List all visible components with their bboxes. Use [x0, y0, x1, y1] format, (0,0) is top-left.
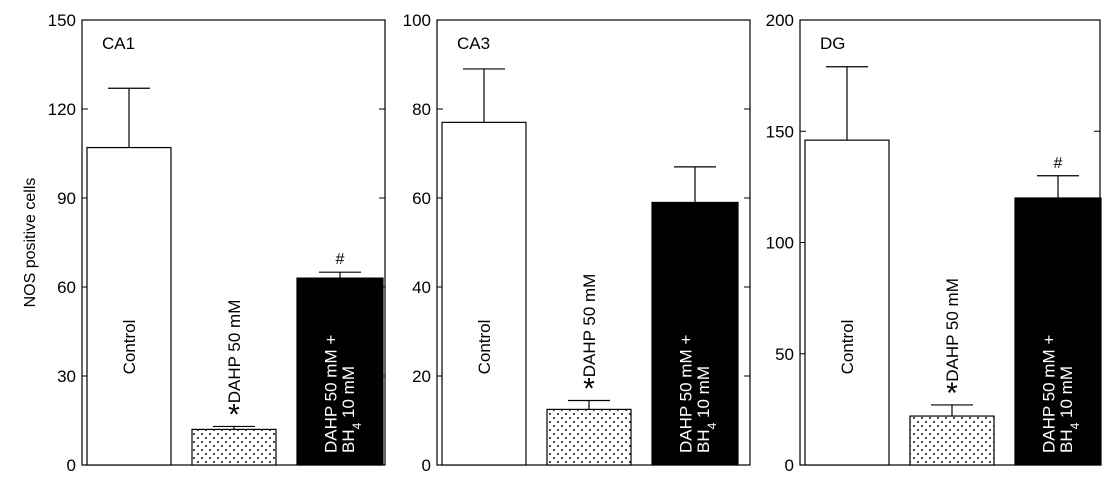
bar-label-line: 10 mM: [694, 366, 713, 423]
y-tick-label: 0: [67, 456, 76, 474]
bar-label: DAHP 50 mM: [580, 274, 599, 378]
panel-title: DG: [820, 34, 846, 53]
bar: [86, 146, 172, 466]
y-tick-label: 60: [412, 189, 431, 208]
bar-label: Control: [475, 320, 494, 375]
bar-label: DAHP 50 mM: [225, 300, 244, 404]
significance-star: *: [228, 398, 240, 431]
bar-label-line: DAHP 50 mM +: [321, 335, 340, 453]
bar-label: DAHP 50 mM +BH4 10 mM: [321, 335, 364, 453]
y-tick-label: 100: [766, 234, 794, 253]
bar-label-line: BH: [694, 429, 713, 453]
y-tick-label: 60: [57, 278, 76, 297]
bar-label-subscript: 4: [1068, 422, 1082, 429]
bar: [909, 415, 995, 466]
y-tick-label: 200: [766, 11, 794, 30]
bar-label: DAHP 50 mM +BH4 10 mM: [676, 335, 719, 453]
y-tick-label: 50: [775, 345, 794, 364]
y-tick-label: 80: [412, 100, 431, 119]
y-tick-label: 150: [48, 11, 76, 30]
bar-label: DAHP 50 mM +BH4 10 mM: [1039, 335, 1082, 453]
bar-label: Control: [120, 320, 139, 375]
y-tick-label: 40: [412, 278, 431, 297]
significance-hash: #: [336, 251, 345, 268]
panel-ca1: 0 30 60 90 120 150 NOS positive cells CA1 Contro…: [22, 11, 386, 475]
bar: [651, 201, 739, 466]
bar: [1014, 197, 1102, 466]
panel-title: CA1: [102, 34, 135, 53]
y-tick-label: 150: [766, 122, 794, 141]
y-tick-label: 0: [785, 456, 794, 474]
significance-star: *: [583, 372, 595, 405]
y-tick-label: 120: [48, 100, 76, 119]
bar-label-line: DAHP 50 mM +: [1039, 335, 1058, 453]
bar-label-line: DAHP 50 mM +: [676, 335, 695, 453]
bar-label-line: 10 mM: [339, 366, 358, 423]
bar-label-subscript: 4: [350, 422, 364, 429]
bar-label-line: BH: [339, 429, 358, 453]
bar-label-line: 10 mM: [1057, 366, 1076, 423]
bar-label-subscript: 4: [705, 422, 719, 429]
bar-label: DAHP 50 mM: [943, 278, 962, 382]
bar-label-line: BH: [1057, 429, 1076, 453]
significance-hash: #: [1054, 155, 1063, 172]
y-tick-label: 30: [57, 367, 76, 386]
y-tick-label: 0: [422, 456, 431, 474]
y-tick-label: 100: [403, 11, 431, 30]
bar: [546, 408, 632, 466]
y-tick-label: 90: [57, 189, 76, 208]
bar-label: Control: [838, 320, 857, 375]
y-axis-label: NOS positive cells: [22, 178, 39, 308]
panel-title: CA3: [457, 34, 490, 53]
panel-ca3: 0 20 40 60 80 100 CA3 Control *DAHP 50 mM DAHP 50…: [403, 11, 751, 475]
y-tick-label: 20: [412, 367, 431, 386]
panel-dg: 0 50 100 150 200 DG Control *DAHP 50 mM # DAHP 50…: [766, 11, 1102, 475]
significance-star: *: [946, 377, 958, 410]
bar: [441, 121, 527, 466]
bar: [191, 428, 277, 466]
bar: [804, 139, 890, 466]
